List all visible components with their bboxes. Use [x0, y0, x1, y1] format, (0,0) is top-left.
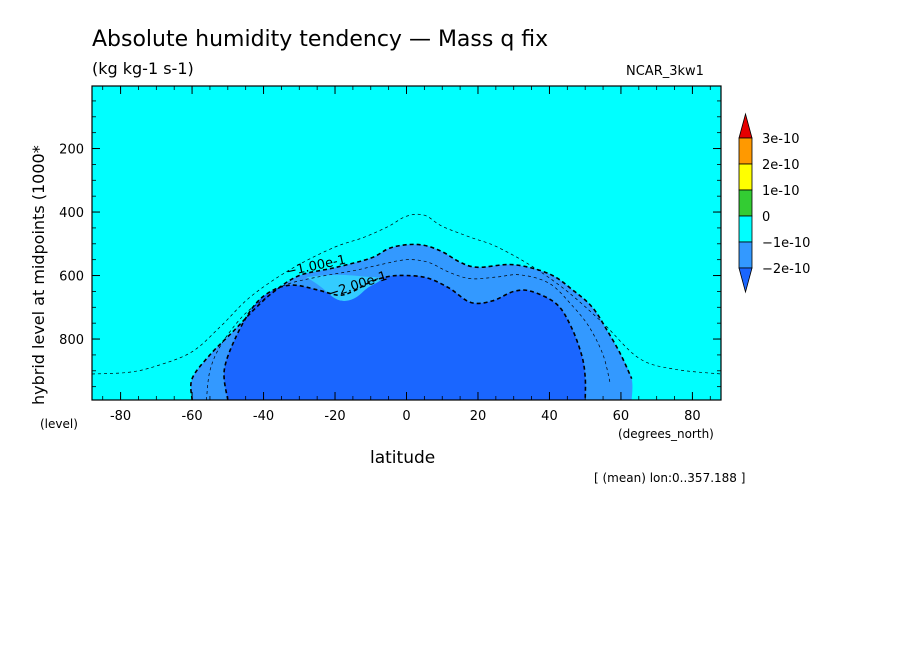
- colorbar-label-3: 1e-10: [762, 184, 800, 199]
- model-tag: NCAR_3kw1: [626, 64, 704, 79]
- colorbar-swatch-3: [738, 189, 753, 217]
- contour-line-3: [206, 259, 611, 401]
- x-tick-label: 60: [613, 409, 630, 424]
- x-tick-label: -60: [181, 409, 202, 424]
- colorbar-label-1: 3e-10: [762, 132, 800, 147]
- colorbar-top-triangle: [738, 112, 753, 139]
- colorbar-swatch-5: [738, 241, 753, 269]
- contour-lines: [91, 213, 722, 401]
- x-tick-label: 40: [541, 409, 558, 424]
- footer-note: [ (mean) lon:0..357.188 ]: [594, 471, 745, 485]
- contour-region-2: [223, 275, 586, 400]
- colorbar-bottom-triangle: [738, 267, 753, 294]
- x-units: (degrees_north): [618, 427, 714, 441]
- chart-units: (kg kg-1 s-1): [92, 59, 194, 78]
- x-tick-label: 0: [402, 409, 410, 424]
- colorbar-swatch-4: [738, 215, 753, 243]
- colorbar-label-5: −1e-10: [762, 236, 810, 251]
- contour-fills: [190, 244, 633, 400]
- x-tick-label: -20: [324, 409, 345, 424]
- colorbar-label-2: 2e-10: [762, 158, 800, 173]
- colorbar-swatch-1: [738, 137, 753, 165]
- y-tick-label: 600: [59, 270, 84, 285]
- chart-title: Absolute humidity tendency — Mass q fix: [92, 27, 548, 52]
- y-tick-label: 200: [59, 143, 84, 158]
- x-axis-label: latitude: [370, 448, 435, 468]
- colorbar-swatch-2: [738, 163, 753, 191]
- y-tick-label: 800: [59, 333, 84, 348]
- colorbar-label-4: 0: [762, 210, 770, 225]
- contour-region-3: [306, 274, 382, 301]
- x-tick-label: 80: [684, 409, 701, 424]
- contour-line-4: [223, 274, 587, 401]
- y-units: (level): [40, 417, 78, 431]
- y-axis-ticks: 200 400 600 800: [59, 143, 721, 348]
- colorbar-label-6: −2e-10: [762, 262, 810, 277]
- contour-line-1: [91, 213, 722, 375]
- colorbar: 3e-10 2e-10 1e-10 0 −1e-10 −2e-10: [738, 112, 810, 294]
- x-tick-label: -80: [110, 409, 131, 424]
- x-tick-label: 20: [470, 409, 487, 424]
- plot-area: [91, 85, 722, 401]
- x-axis-ticks: -80 -60 -40 -20 0 20 40 60 80: [110, 86, 701, 424]
- y-tick-label: 400: [59, 206, 84, 221]
- y-axis-label: hybrid level at midpoints (1000*: [29, 145, 48, 405]
- x-tick-label: -40: [253, 409, 274, 424]
